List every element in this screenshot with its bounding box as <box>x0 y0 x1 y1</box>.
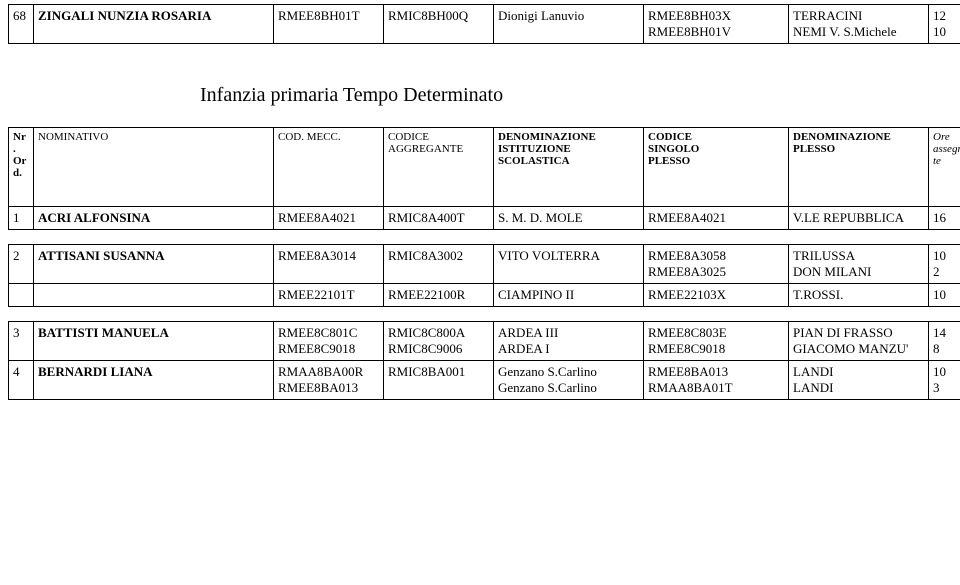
cell: RMEE8C801CRMEE8C9018 <box>274 322 384 361</box>
cell: Oreassegnate <box>929 128 960 207</box>
main-table-part1: Nr.Ord.NOMINATIVOCOD. MECC.CODICEAGGREGA… <box>8 127 960 230</box>
cell: 1210 <box>929 5 960 44</box>
cell <box>9 284 34 307</box>
cell: ATTISANI SUSANNA <box>34 245 274 284</box>
cell: ZINGALI NUNZIA ROSARIA <box>34 5 274 44</box>
table-row: 1ACRI ALFONSINARMEE8A4021RMIC8A400TS. M.… <box>9 207 960 230</box>
cell <box>34 284 274 307</box>
cell: ARDEA IIIARDEA I <box>494 322 644 361</box>
top-table: 68ZINGALI NUNZIA ROSARIARMEE8BH01TRMIC8B… <box>8 4 960 44</box>
cell: 1 <box>9 207 34 230</box>
cell: S. M. D. MOLE <box>494 207 644 230</box>
cell: RMEE8A3058RMEE8A3025 <box>644 245 789 284</box>
cell: Nr.Ord. <box>9 128 34 207</box>
table-row: 4BERNARDI LIANARMAA8BA00RRMEE8BA013RMIC8… <box>9 361 960 400</box>
cell: RMEE8A4021 <box>274 207 384 230</box>
table-row: 2ATTISANI SUSANNARMEE8A3014RMIC8A3002VIT… <box>9 245 960 284</box>
cell: NOMINATIVO <box>34 128 274 207</box>
cell: BERNARDI LIANA <box>34 361 274 400</box>
cell: T.ROSSI. <box>789 284 929 307</box>
cell: PIAN DI FRASSOGIACOMO MANZU' <box>789 322 929 361</box>
cell: BATTISTI MANUELA <box>34 322 274 361</box>
section-title: Infanzia primaria Tempo Determinato <box>200 84 960 107</box>
cell: 10 <box>929 284 960 307</box>
main-table-part3: 3BATTISTI MANUELARMEE8C801CRMEE8C9018RMI… <box>8 321 960 400</box>
cell: VITO VOLTERRA <box>494 245 644 284</box>
cell: RMEE8A4021 <box>644 207 789 230</box>
cell: RMIC8BH00Q <box>384 5 494 44</box>
cell: Genzano S.CarlinoGenzano S.Carlino <box>494 361 644 400</box>
cell: 68 <box>9 5 34 44</box>
cell: RMIC8A3002 <box>384 245 494 284</box>
cell: Dionigi Lanuvio <box>494 5 644 44</box>
cell: CIAMPINO II <box>494 284 644 307</box>
cell: 4 <box>9 361 34 400</box>
cell: 102 <box>929 245 960 284</box>
cell: RMEE8C803ERMEE8C9018 <box>644 322 789 361</box>
cell: RMIC8A400T <box>384 207 494 230</box>
cell: TERRACININEMI V. S.Michele <box>789 5 929 44</box>
cell: CODICEAGGREGANTE <box>384 128 494 207</box>
table-row: 3BATTISTI MANUELARMEE8C801CRMEE8C9018RMI… <box>9 322 960 361</box>
cell: 16 <box>929 207 960 230</box>
main-table-part2: 2ATTISANI SUSANNARMEE8A3014RMIC8A3002VIT… <box>8 244 960 307</box>
cell: RMEE8BA013RMAA8BA01T <box>644 361 789 400</box>
cell: CODICESINGOLOPLESSO <box>644 128 789 207</box>
cell: LANDILANDI <box>789 361 929 400</box>
cell: 2 <box>9 245 34 284</box>
cell: DENOMINAZIONEPLESSO <box>789 128 929 207</box>
cell: 148 <box>929 322 960 361</box>
table-row: 68ZINGALI NUNZIA ROSARIARMEE8BH01TRMIC8B… <box>9 5 960 44</box>
cell: COD. MECC. <box>274 128 384 207</box>
cell: RMEE8BH03XRMEE8BH01V <box>644 5 789 44</box>
table-header: Nr.Ord.NOMINATIVOCOD. MECC.CODICEAGGREGA… <box>9 128 960 207</box>
cell: V.LE REPUBBLICA <box>789 207 929 230</box>
cell: DENOMINAZIONEISTITUZIONESCOLASTICA <box>494 128 644 207</box>
cell: RMEE22100R <box>384 284 494 307</box>
cell: 103 <box>929 361 960 400</box>
cell: RMEE22103X <box>644 284 789 307</box>
cell: 3 <box>9 322 34 361</box>
cell: RMEE8A3014 <box>274 245 384 284</box>
cell: RMEE22101T <box>274 284 384 307</box>
cell: RMEE8BH01T <box>274 5 384 44</box>
cell: RMIC8C800ARMIC8C9006 <box>384 322 494 361</box>
cell: ACRI ALFONSINA <box>34 207 274 230</box>
cell: RMIC8BA001 <box>384 361 494 400</box>
cell: RMAA8BA00RRMEE8BA013 <box>274 361 384 400</box>
table-row: RMEE22101TRMEE22100RCIAMPINO IIRMEE22103… <box>9 284 960 307</box>
cell: TRILUSSADON MILANI <box>789 245 929 284</box>
